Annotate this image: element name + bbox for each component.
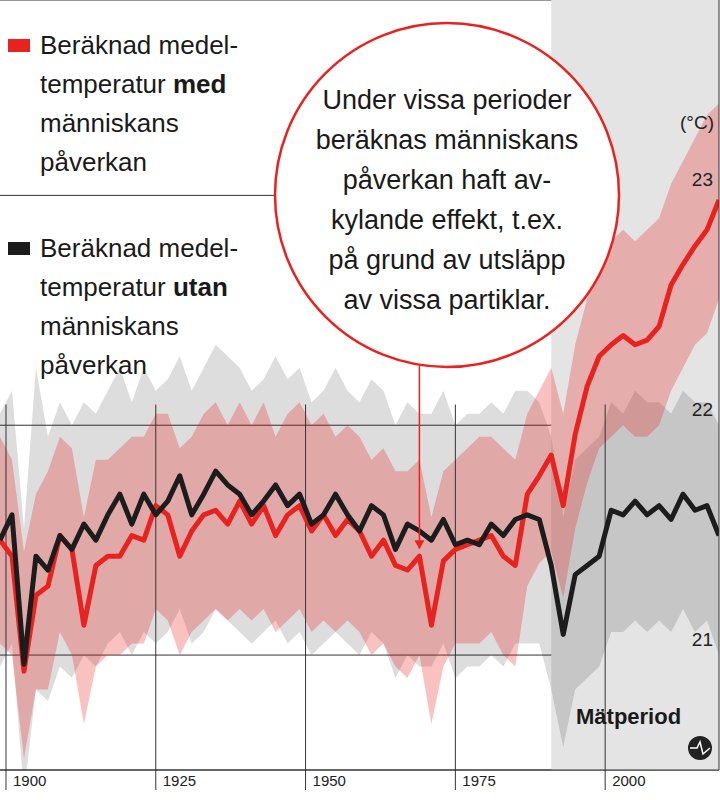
html-text:människans: människans	[40, 311, 179, 341]
html-text:påverkan haft av-: påverkan haft av-	[342, 165, 552, 195]
html-text:Beräknad medel­temperatur med: Beräknad medel­temperatur med	[40, 30, 238, 99]
svg-text:1950: 1950	[313, 772, 346, 789]
html-text:på grund av utsläpp: på grund av utsläpp	[328, 245, 566, 275]
svg-text:21: 21	[692, 629, 712, 650]
html-text:kylande effekt, t.ex.: kylande effekt, t.ex.	[330, 205, 564, 235]
html-text:(°C): (°C)	[680, 112, 714, 133]
html-text:påverkan: påverkan	[40, 350, 147, 380]
html-text:Beräknad medel­temperatur utan: Beräknad medel­temperatur utan	[40, 233, 238, 302]
svg-text:22: 22	[692, 399, 712, 420]
html-text:Under vissa perioder: Under vissa perioder	[322, 85, 572, 115]
svg-text:23: 23	[692, 169, 712, 190]
svg-text:2000: 2000	[612, 772, 645, 789]
svg-text:1900: 1900	[13, 772, 46, 789]
svg-text:1975: 1975	[462, 772, 495, 789]
html-text:människans: människans	[40, 108, 179, 138]
html-text:Mätperiod: Mätperiod	[576, 704, 682, 729]
svg-text:1925: 1925	[163, 772, 196, 789]
html-text:påverkan: påverkan	[40, 147, 147, 177]
html-text:av vissa partiklar.: av vissa partiklar.	[343, 285, 551, 315]
html-text:beräknas människans: beräknas människans	[315, 125, 579, 155]
